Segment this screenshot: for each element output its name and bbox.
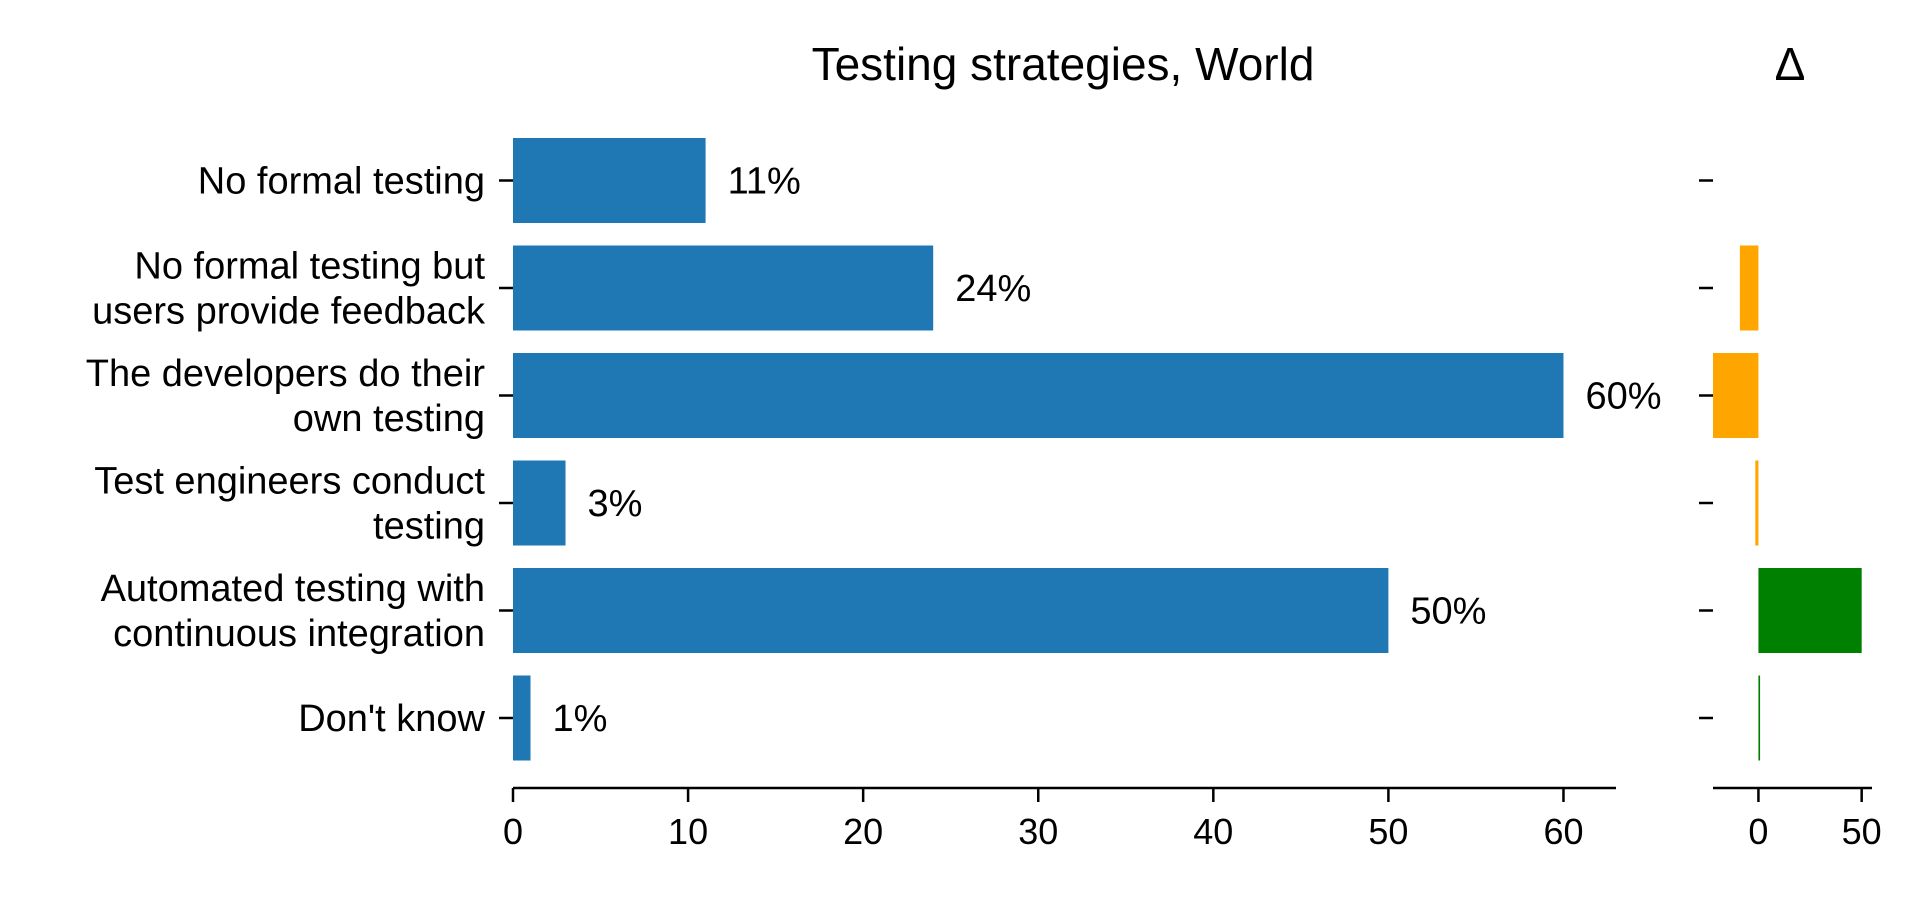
category-label: users provide feedback: [92, 291, 486, 333]
delta-bar-panel: 0 50: [1699, 179, 1882, 852]
delta-x-tick-label: 50: [1842, 811, 1882, 852]
chart-title: Testing strategies, World: [812, 38, 1315, 90]
bar-value-label: 11%: [728, 161, 801, 203]
x-tick-label: 20: [843, 811, 883, 852]
bar: [513, 138, 706, 223]
category-label: continuous integration: [113, 613, 485, 655]
delta-bar: [1758, 675, 1761, 761]
category-label: own testing: [293, 398, 485, 440]
bar: [513, 245, 934, 331]
bar-value-label: 50%: [1410, 591, 1486, 633]
category-label: No formal testing but: [134, 246, 485, 288]
x-tick-label: 0: [503, 811, 523, 852]
category-label: Automated testing with: [101, 568, 485, 610]
bar-value-label: 3%: [588, 483, 643, 525]
bar: [513, 460, 566, 546]
x-tick-label: 10: [668, 811, 708, 852]
delta-bar: [1755, 460, 1759, 546]
x-tick-label: 60: [1543, 811, 1583, 852]
x-tick-label: 40: [1193, 811, 1233, 852]
delta-panel-title: Δ: [1775, 38, 1806, 90]
delta-bar: [1758, 568, 1862, 653]
delta-bar: [1739, 245, 1759, 331]
category-label: Test engineers conduct: [94, 461, 485, 503]
bar-value-label: 60%: [1585, 376, 1661, 418]
bar-value-label: 1%: [553, 698, 608, 740]
category-label: No formal testing: [198, 161, 485, 203]
bar: [513, 675, 531, 761]
delta-bar: [1713, 353, 1759, 438]
category-label: testing: [373, 506, 485, 548]
main-bar-panel: 11% No formal testing 24% No formal testing…: [86, 138, 1662, 852]
x-tick-label: 50: [1368, 811, 1408, 852]
delta-x-tick-label: 0: [1748, 811, 1768, 852]
bar: [513, 568, 1389, 653]
bar-value-label: 24%: [955, 268, 1031, 310]
bar: [513, 353, 1564, 438]
x-tick-label: 30: [1018, 811, 1058, 852]
category-label: The developers do their: [86, 353, 486, 395]
category-label: Don't know: [298, 698, 485, 740]
